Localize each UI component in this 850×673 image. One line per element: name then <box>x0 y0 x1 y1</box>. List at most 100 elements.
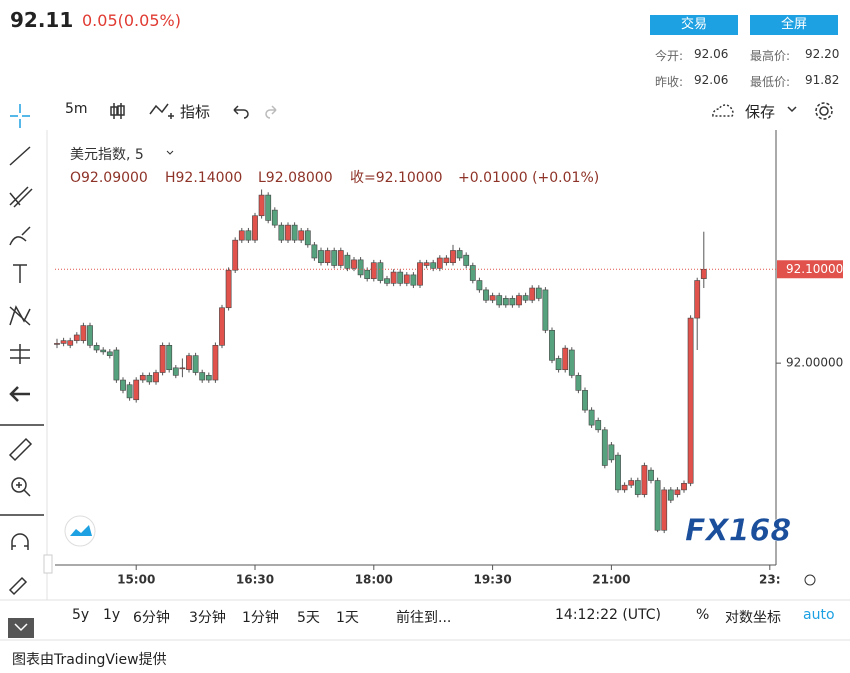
legend-value: O92.09000 <box>70 170 148 186</box>
candle-body <box>205 375 212 381</box>
interval[interactable]: 5m <box>65 101 88 117</box>
stat-label: 最高价: <box>750 49 791 63</box>
candle-body <box>496 295 503 306</box>
range-button[interactable]: 3分钟 <box>189 610 226 626</box>
stat-label: 昨收: <box>655 75 684 89</box>
candle-body <box>364 269 371 279</box>
collapse[interactable] <box>43 554 53 574</box>
candle-body <box>291 224 298 241</box>
candle-body <box>245 230 252 241</box>
candle-body <box>252 215 258 241</box>
candle-body <box>219 307 225 346</box>
range-button[interactable]: 1天 <box>336 610 359 626</box>
x-tick-label: 21:00 <box>592 573 630 587</box>
price: 92.11 <box>10 8 74 32</box>
candle-body <box>397 271 404 284</box>
candle-body <box>674 489 681 495</box>
price-label-box <box>777 260 843 279</box>
fullscreen-button[interactable]: 全屏 <box>750 15 838 35</box>
trade-button[interactable]: 交易 <box>650 15 738 35</box>
candle-body <box>661 489 668 531</box>
candle-body <box>265 194 272 221</box>
candle-body <box>681 483 687 491</box>
candle-body <box>608 444 615 461</box>
legend-value: H92.14000 <box>165 170 242 186</box>
log-scale[interactable]: 对数坐标 <box>725 610 781 626</box>
candle-body <box>331 250 338 266</box>
candle-body <box>146 375 153 383</box>
candle-body <box>436 257 443 269</box>
x-tick-label: 23: <box>759 573 781 587</box>
candle-body <box>463 254 470 266</box>
candle-body <box>535 287 542 299</box>
toolbar-icons <box>110 102 833 120</box>
candle-body <box>430 262 437 269</box>
candle-body <box>337 250 344 266</box>
candle-body <box>199 372 206 381</box>
candle-body <box>700 268 707 279</box>
candle-body <box>489 295 496 301</box>
candle-body <box>377 262 384 281</box>
candle-body <box>278 224 285 241</box>
settings-icon[interactable] <box>804 574 816 586</box>
candle-body <box>641 465 648 495</box>
indicators[interactable]: 指标 <box>180 103 211 121</box>
candle-body <box>628 480 635 486</box>
save[interactable]: 保存 <box>745 103 776 121</box>
range-button[interactable]: 1分钟 <box>242 610 279 626</box>
candle-body <box>67 340 74 346</box>
legend-title: 美元指数, 5 <box>70 147 144 163</box>
candle-body <box>192 355 199 373</box>
auto[interactable]: auto <box>803 607 835 623</box>
candle-body <box>113 349 120 381</box>
candle-body <box>357 259 364 276</box>
candle-body <box>502 298 509 306</box>
candle-body <box>542 289 549 331</box>
price-label: 92.10000 <box>786 262 843 276</box>
logo: FX168 <box>685 514 791 549</box>
candle-body <box>153 372 159 383</box>
candle-body <box>60 340 67 344</box>
candle-body <box>271 209 278 226</box>
stat-label: 最低价: <box>750 75 791 89</box>
candle-body <box>456 250 463 259</box>
candle-body <box>529 287 536 301</box>
candle-body <box>417 262 423 286</box>
candle-body <box>443 257 450 263</box>
candle-body <box>555 358 562 371</box>
candle-body <box>318 250 324 263</box>
legend-chevron <box>166 150 174 155</box>
legend-value: +0.01000 (+0.01%) <box>458 170 599 186</box>
candle-body <box>562 347 569 371</box>
goto[interactable]: 前往到... <box>396 610 452 626</box>
candle-body <box>285 224 291 241</box>
stat-value: 92.06 <box>694 47 729 61</box>
candle-body <box>476 280 483 291</box>
candle-body <box>139 375 146 381</box>
candle-body <box>509 298 516 306</box>
candle-body <box>311 244 318 259</box>
candle-body <box>324 250 331 263</box>
candle-body <box>588 409 595 426</box>
candle-body <box>667 489 674 501</box>
range-button[interactable]: 5y <box>72 607 90 623</box>
range-button[interactable]: 5天 <box>297 610 320 626</box>
candle-body <box>595 420 602 431</box>
stat-value: 92.20 <box>805 47 840 61</box>
candle-body <box>351 259 357 269</box>
candle-body <box>172 367 179 376</box>
range-button[interactable]: 1y <box>103 607 121 623</box>
candle-body <box>575 375 582 391</box>
candle-body <box>304 230 311 246</box>
candle-body <box>549 329 555 361</box>
stat-label: 今开: <box>655 49 684 63</box>
candle-body <box>654 480 661 531</box>
range-button[interactable]: 6分钟 <box>133 610 170 626</box>
candle-body <box>93 345 100 351</box>
tv-logo[interactable] <box>64 515 96 547</box>
candle-body <box>423 262 430 266</box>
percent[interactable]: % <box>696 607 710 623</box>
candle-body <box>73 334 80 341</box>
candle-body <box>126 384 133 399</box>
